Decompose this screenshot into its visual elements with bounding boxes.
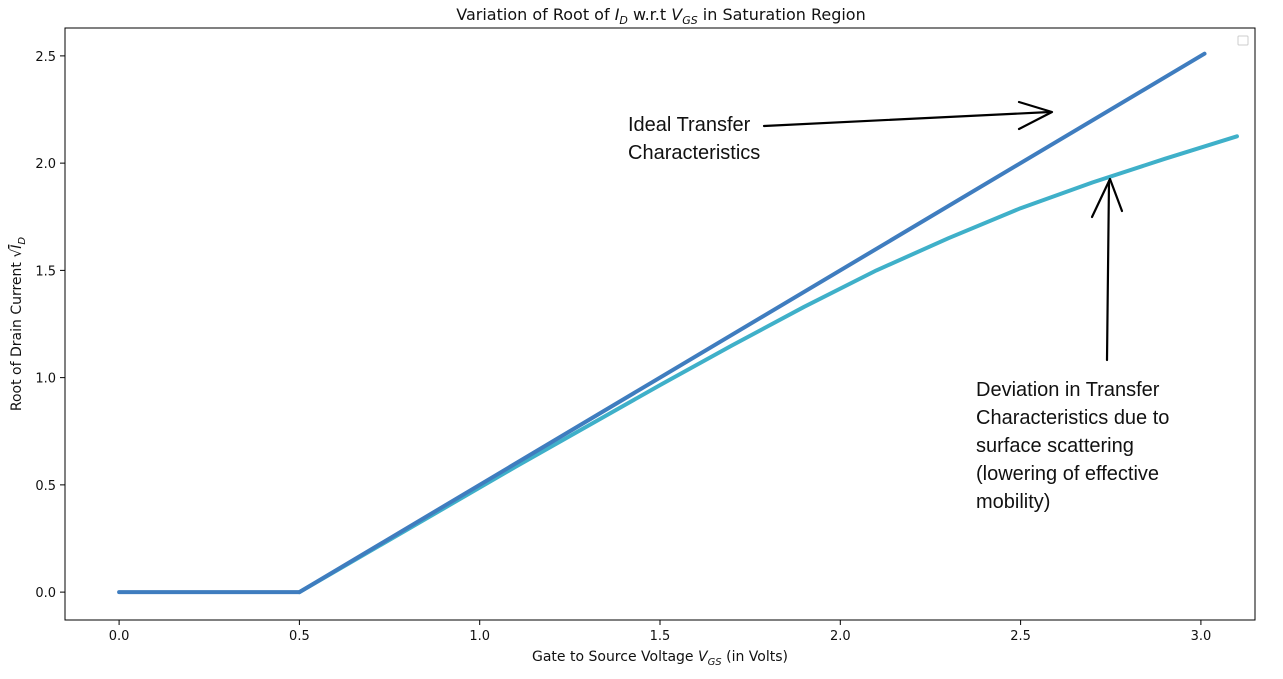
x-axis-label-var: V: [698, 649, 709, 665]
x-axis-label-var-sub: GS: [708, 657, 723, 668]
arrow-ideal-head: [1017, 100, 1054, 131]
y-axis-label-radical: √: [9, 249, 25, 258]
chart-title-var2: V: [671, 5, 683, 24]
x-tick-label: 1.0: [469, 629, 490, 644]
x-tick-label: 0.0: [109, 629, 130, 644]
chart-title-var1-sub: D: [619, 14, 627, 27]
y-tick-label: 0.5: [35, 479, 56, 494]
annotation-deviation: Deviation in Transfer Characteristics du…: [976, 379, 1175, 513]
y-tick-label: 1.0: [35, 372, 56, 387]
y-tick-label: 1.5: [35, 264, 56, 279]
y-tick-label: 2.0: [35, 157, 56, 172]
y-tick-label: 0.0: [35, 586, 56, 601]
legend-box: [1237, 35, 1249, 46]
chart-title-suffix: in Saturation Region: [698, 5, 866, 24]
y-axis-label-prefix: Root of Drain Current: [9, 258, 25, 411]
chart-title: Variation of Root of ID w.r.t VGS in Sat…: [456, 5, 865, 27]
y-axis: 0.0 0.5 1.0 1.5 2.0 2.5: [35, 50, 65, 601]
annotation-deviation-line-5: mobility): [976, 491, 1050, 513]
series-line-0: [117, 51, 1207, 595]
annotation-ideal-line-2: Characteristics: [628, 142, 760, 164]
annotation-ideal: Ideal Transfer Characteristics: [628, 114, 760, 164]
arrow-deviation-head: [1090, 177, 1124, 219]
annotation-deviation-line-3: surface scattering: [976, 435, 1134, 457]
x-axis-label: Gate to Source Voltage VGS (in Volts): [532, 649, 788, 668]
x-axis-label-prefix: Gate to Source Voltage: [532, 649, 698, 665]
annotation-deviation-line-4: (lowering of effective: [976, 463, 1159, 485]
arrow-ideal: [762, 100, 1054, 131]
series-layer: [117, 51, 1239, 595]
y-axis-label-var-sub: D: [17, 237, 28, 245]
x-tick-label: 0.5: [289, 629, 310, 644]
chart-title-var2-sub: GS: [682, 14, 698, 27]
x-tick-label: 2.0: [830, 629, 851, 644]
y-tick-label: 2.5: [35, 50, 56, 65]
arrow-deviation: [1090, 177, 1124, 362]
x-axis-label-suffix: (in Volts): [722, 649, 788, 665]
chart-title-prefix: Variation of Root of: [456, 5, 614, 24]
x-tick-label: 3.0: [1191, 629, 1212, 644]
x-tick-label: 1.5: [650, 629, 671, 644]
series-line-1: [297, 134, 1239, 595]
chart-title-var1: I: [615, 5, 620, 24]
annotation-ideal-line-1: Ideal Transfer: [628, 114, 751, 136]
chart-title-middle: w.r.t: [628, 5, 671, 24]
x-axis: 0.0 0.5 1.0 1.5 2.0 2.5 3.0: [109, 620, 1212, 644]
arrow-ideal-shaft: [762, 110, 1052, 128]
arrow-deviation-shaft: [1105, 179, 1111, 362]
x-tick-label: 2.5: [1010, 629, 1031, 644]
y-axis-label-var: I: [9, 245, 25, 249]
y-axis-label: Root of Drain Current √ID: [9, 237, 28, 412]
annotation-deviation-line-2: Characteristics due to: [976, 407, 1169, 429]
annotation-deviation-line-1: Deviation in Transfer: [976, 379, 1160, 401]
